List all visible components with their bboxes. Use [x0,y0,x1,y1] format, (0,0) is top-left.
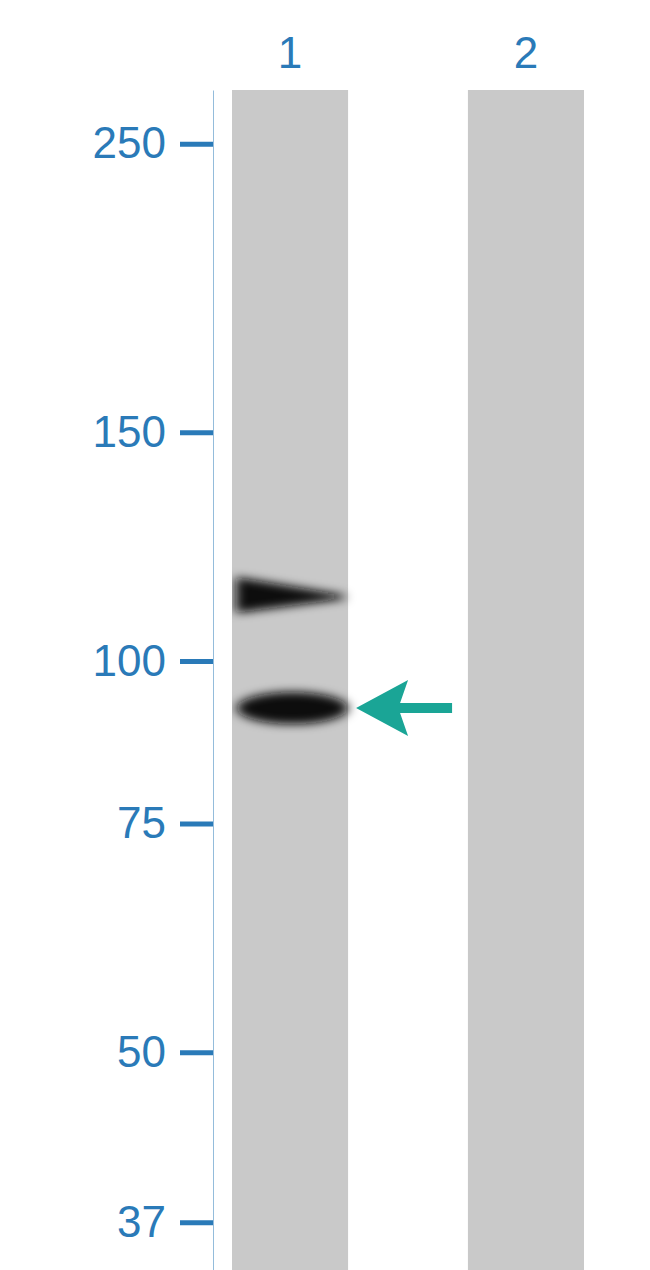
tick-mark [180,430,213,435]
band [236,577,344,613]
lane-label: 2 [514,28,538,77]
tick-mark [180,1220,213,1225]
tick: 100 [93,636,213,685]
tick-mark [180,142,213,147]
bands [236,577,348,724]
tick-label: 250 [93,118,166,167]
band-shape [236,577,344,613]
tick-label: 100 [93,636,166,685]
tick: 37 [117,1197,213,1246]
tick: 150 [93,407,213,456]
lanes [232,90,584,1270]
tick: 75 [117,798,213,847]
tick-mark [180,821,213,826]
blot-figure: 12250150100755037 [0,0,650,1270]
band-shape [237,692,348,724]
lane-labels: 12 [278,28,538,77]
tick-label: 37 [117,1197,166,1246]
tick-label: 50 [117,1027,166,1076]
band-arrow [356,680,452,736]
tick: 50 [117,1027,213,1076]
tick: 250 [93,118,213,167]
lane [232,90,348,1270]
axis-line [213,91,214,1270]
lane-label: 1 [278,28,302,77]
tick-label: 75 [117,798,166,847]
tick-label: 150 [93,407,166,456]
y-axis: 250 150 100 75 50 37 [93,91,214,1270]
lane [468,90,584,1270]
tick-mark [180,659,213,664]
tick-mark [180,1050,213,1055]
band [237,692,348,724]
